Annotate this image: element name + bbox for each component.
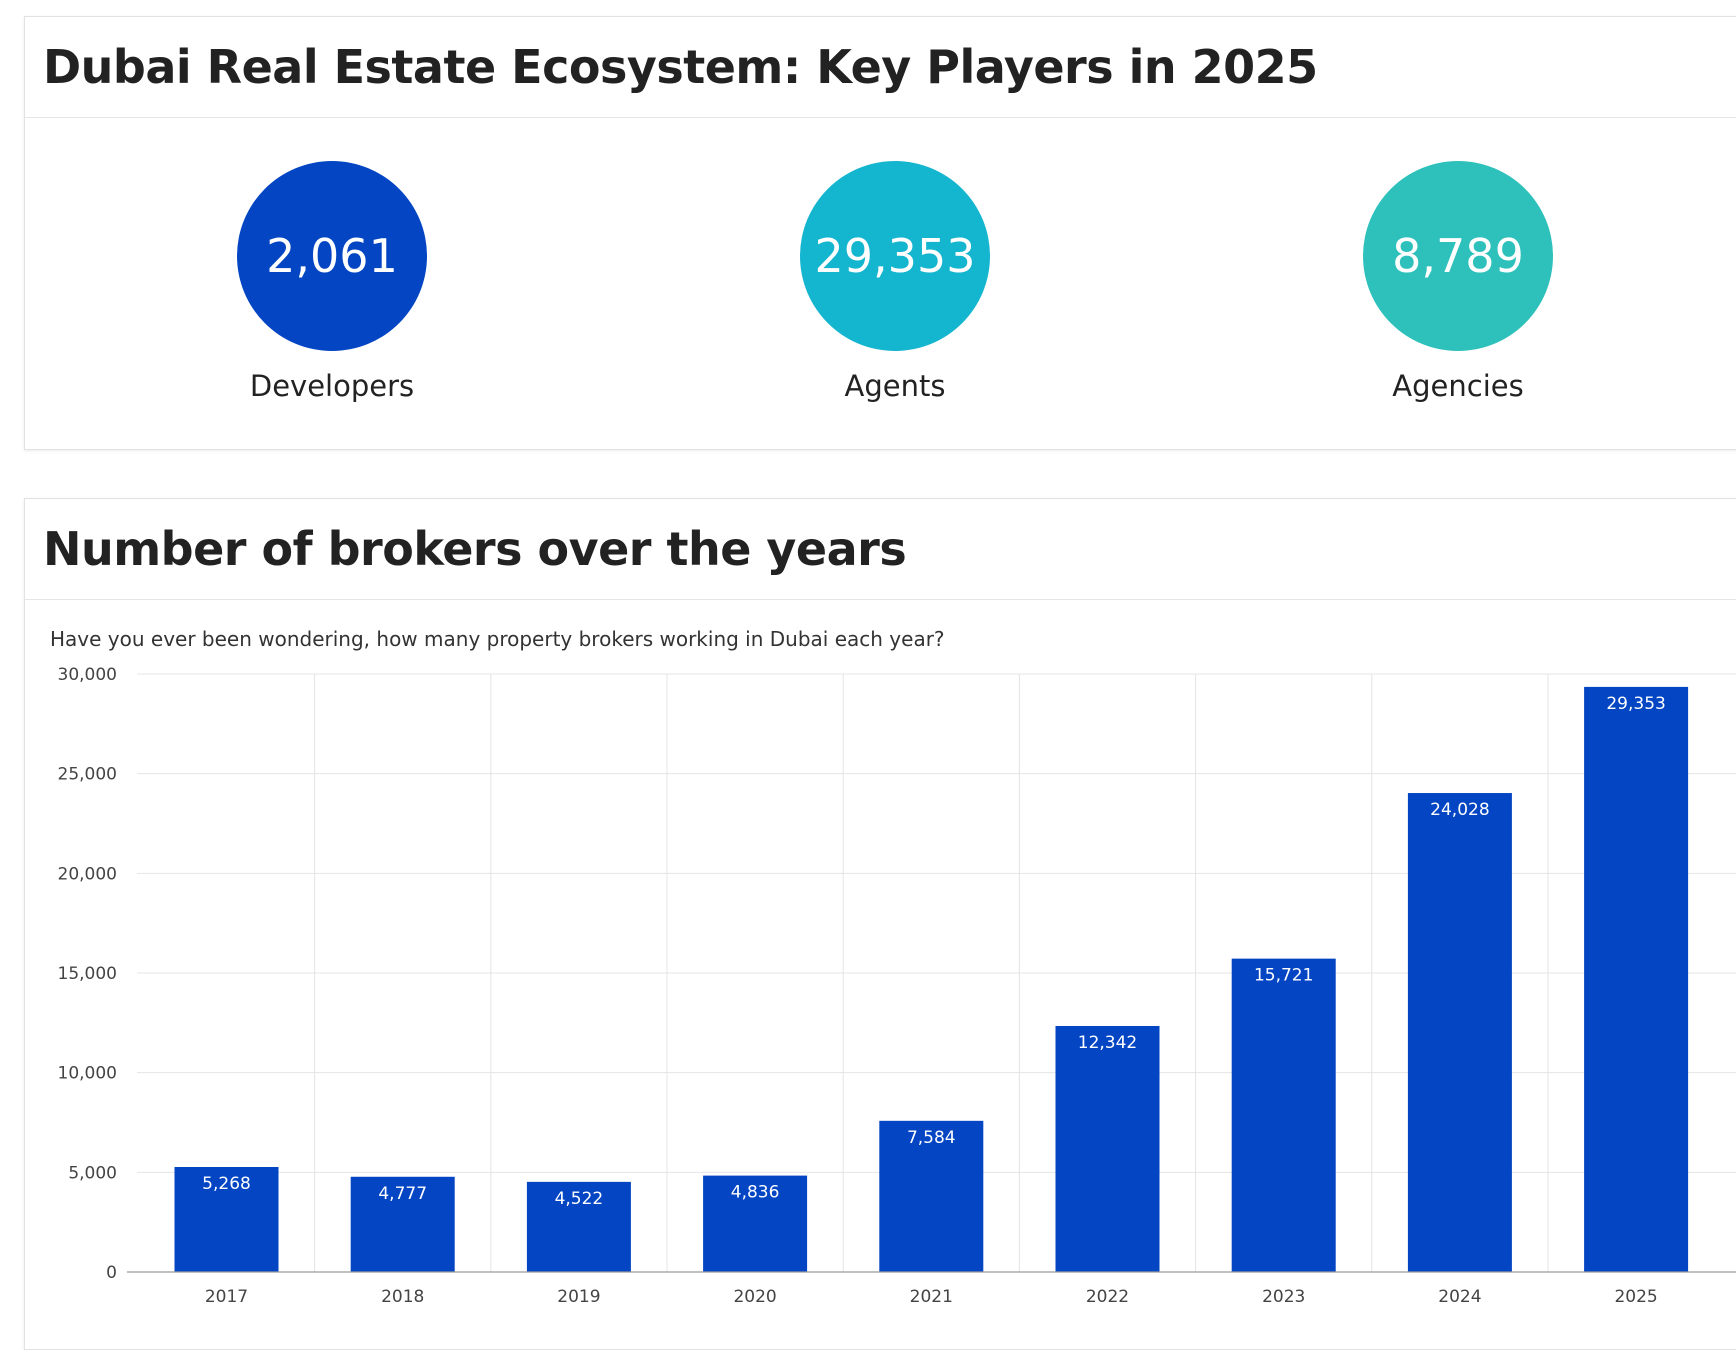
x-tick-label-2025: 2025 [1614,1287,1657,1307]
data-label-2025: 29,353 [1606,694,1665,714]
stat-agents-circle: 29,353 [800,161,990,351]
x-tick-label-2020: 2020 [733,1287,776,1307]
bar-2018 [350,1176,455,1272]
y-tick-label: 20,000 [58,864,117,884]
y-tick-label: 5,000 [68,1163,117,1183]
brokers-title: Number of brokers over the years [43,522,907,576]
x-tick-label-2024: 2024 [1438,1287,1481,1307]
x-tick-label-2021: 2021 [910,1287,953,1307]
key-players-card: Dubai Real Estate Ecosystem: Key Players… [24,16,1736,450]
stat-developers-circle: 2,061 [237,161,427,351]
x-tick-label-2023: 2023 [1262,1287,1305,1307]
y-tick-label: 25,000 [58,765,117,785]
y-tick-label: 15,000 [58,964,117,984]
stat-agencies-label: Agencies [1392,369,1524,403]
key-players-header: Dubai Real Estate Ecosystem: Key Players… [25,17,1736,118]
stat-agencies-value: 8,789 [1392,229,1524,283]
chart-bars [174,686,1689,1272]
bar-2021 [879,1120,984,1272]
chart-axes: 0 5,000 10,000 15,000 20,000 25,000 30,000 2017… [58,665,1736,1307]
key-players-title: Dubai Real Estate Ecosystem: Key Players… [43,40,1318,94]
bar-2019 [526,1181,631,1272]
bar-2023 [1231,958,1336,1272]
x-tick-label-2022: 2022 [1086,1287,1129,1307]
data-label-2019: 4,522 [555,1189,604,1209]
brokers-subtitle: Have you ever been wondering, how many p… [50,627,945,651]
x-tick-label-2018: 2018 [381,1287,424,1307]
stat-agencies-circle: 8,789 [1363,161,1553,351]
stat-developers-value: 2,061 [266,229,398,283]
y-tick-label: 0 [106,1263,117,1283]
brokers-card: Number of brokers over the years Have yo… [24,498,1736,1350]
bar-2017 [174,1166,279,1272]
stat-developers: 2,061 Developers [237,161,427,403]
bar-2024 [1407,793,1512,1272]
data-label-2017: 5,268 [202,1174,251,1194]
y-tick-label: 30,000 [58,665,117,685]
data-label-2024: 24,028 [1430,800,1489,820]
data-label-2020: 4,836 [731,1183,780,1203]
stat-agents: 29,353 Agents [800,161,990,403]
data-label-2021: 7,584 [907,1128,956,1148]
data-label-2022: 12,342 [1078,1033,1137,1053]
stat-developers-label: Developers [249,369,415,403]
stat-agencies: 8,789 Agencies [1363,161,1553,403]
bar-2020 [703,1175,808,1272]
brokers-header: Number of brokers over the years [25,499,1736,600]
data-label-2018: 4,777 [378,1184,427,1204]
chart-data-labels: 5,268 4,777 4,522 4,836 7,584 12,342 15,721 24,… [202,694,1666,1209]
y-tick-label: 10,000 [58,1064,117,1084]
data-label-2023: 15,721 [1254,966,1313,986]
x-tick-label-2019: 2019 [557,1287,600,1307]
x-tick-label-2017: 2017 [205,1287,248,1307]
bar-2025 [1584,686,1689,1272]
bar-2022 [1055,1025,1160,1272]
stat-agents-label: Agents [844,369,946,403]
brokers-bar-chart: 5,268 4,777 4,522 4,836 7,584 12,342 15,721 24,… [58,665,1736,1307]
stat-agents-value: 29,353 [814,229,976,283]
